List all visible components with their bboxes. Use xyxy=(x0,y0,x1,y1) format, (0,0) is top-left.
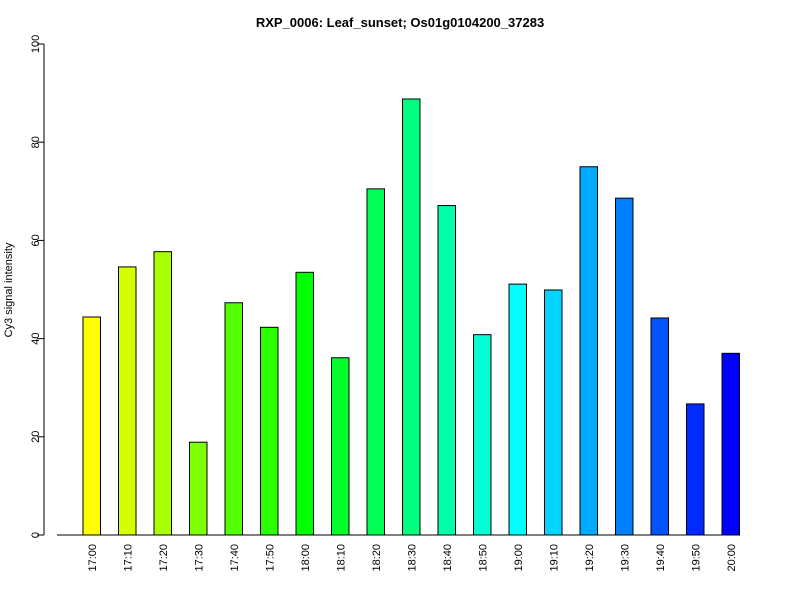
y-tick-label: 60 xyxy=(30,234,42,246)
bar-1930 xyxy=(615,197,634,536)
y-tick-label: 20 xyxy=(30,431,42,443)
x-tick-label: 18:50 xyxy=(477,544,489,572)
x-tick-label: 19:50 xyxy=(690,544,702,572)
y-tick-label: 80 xyxy=(30,136,42,148)
bar-1830 xyxy=(402,98,421,536)
x-tick-label: 18:10 xyxy=(335,544,347,572)
y-axis-label: Cy3 signal intensity xyxy=(3,242,15,337)
y-tick-label: 40 xyxy=(30,332,42,344)
y-axis: 0 20 40 60 80 100 xyxy=(30,35,45,538)
bar-1840 xyxy=(437,205,456,536)
bar-1950 xyxy=(686,403,705,536)
bar-1810 xyxy=(331,357,350,536)
x-axis: 17:00 17:10 17:20 17:30 17:40 17:50 18:00 18:10… xyxy=(57,534,738,572)
bar-1800 xyxy=(295,271,314,536)
bar-1920 xyxy=(579,166,598,536)
bar-1740 xyxy=(224,302,243,536)
bar-1820 xyxy=(366,188,385,536)
bars xyxy=(82,98,740,536)
bar-2000 xyxy=(721,352,740,536)
x-tick-label: 20:00 xyxy=(726,544,738,572)
x-tick-label: 18:30 xyxy=(406,544,418,572)
x-tick-label: 18:40 xyxy=(442,544,454,572)
bar-1730 xyxy=(189,441,208,536)
x-tick-label: 19:20 xyxy=(584,544,596,572)
x-tick-label: 19:40 xyxy=(655,544,667,572)
x-tick-label: 17:00 xyxy=(87,544,99,572)
x-tick-label: 19:10 xyxy=(548,544,560,572)
chart-title: RXP_0006: Leaf_sunset; Os01g0104200_3728… xyxy=(256,15,544,30)
bar-1910 xyxy=(544,289,563,536)
bar-1700 xyxy=(82,316,101,536)
bar-1710 xyxy=(118,266,137,536)
x-tick-label: 17:50 xyxy=(264,544,276,572)
x-tick-label: 17:30 xyxy=(193,544,205,572)
x-tick-label: 19:00 xyxy=(513,544,525,572)
x-tick-label: 17:20 xyxy=(158,544,170,572)
bar-1850 xyxy=(473,334,492,536)
x-tick-label: 19:30 xyxy=(619,544,631,572)
x-tick-label: 18:20 xyxy=(371,544,383,572)
bar-1900 xyxy=(508,283,527,536)
x-tick-label: 17:40 xyxy=(229,544,241,572)
bar-1940 xyxy=(650,317,669,536)
bar-1720 xyxy=(153,251,172,536)
x-tick-label: 17:10 xyxy=(122,544,134,572)
y-tick-label: 0 xyxy=(30,532,42,538)
y-tick-label: 100 xyxy=(30,35,42,53)
x-tick-label: 18:00 xyxy=(300,544,312,572)
bar-1750 xyxy=(260,326,279,536)
